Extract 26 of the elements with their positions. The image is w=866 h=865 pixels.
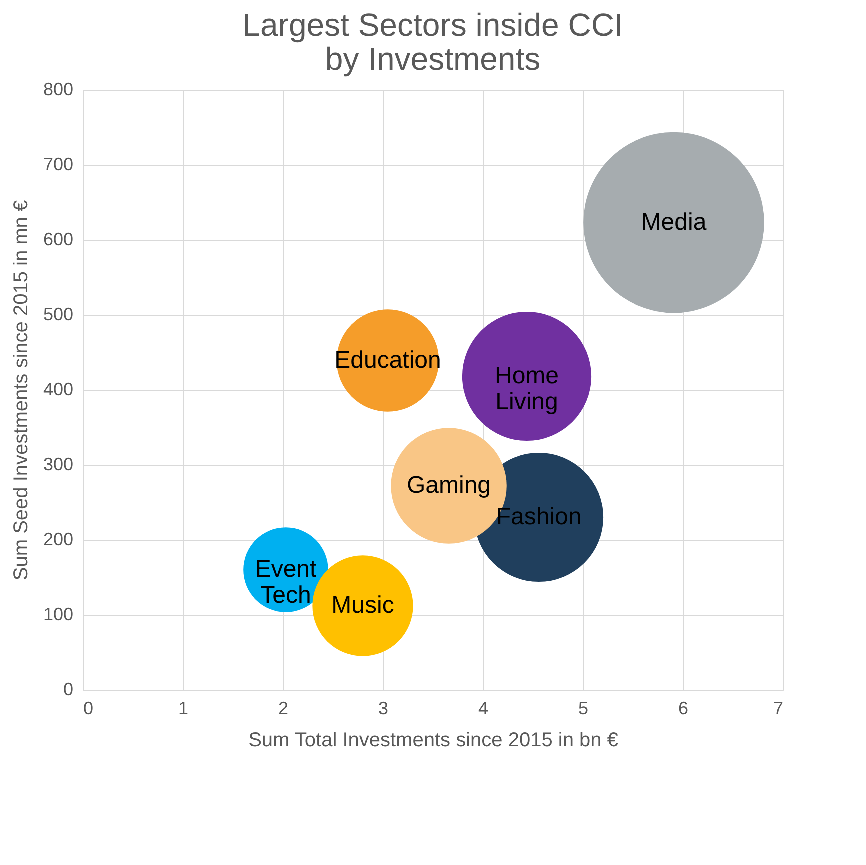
y-tick-label: 0 bbox=[63, 680, 74, 700]
y-tick-label: 100 bbox=[43, 604, 74, 624]
y-tick-label: 200 bbox=[43, 530, 74, 550]
y-tick-label: 700 bbox=[43, 154, 74, 174]
y-tick-label: 500 bbox=[43, 304, 74, 324]
x-axis-title: Sum Total Investments since 2015 in bn € bbox=[248, 730, 618, 752]
series-label: Media bbox=[641, 208, 708, 236]
x-tick-label: 3 bbox=[378, 698, 389, 718]
x-tick-label: 7 bbox=[773, 698, 784, 718]
series-label: Home Living bbox=[494, 362, 560, 416]
y-tick-label: 300 bbox=[43, 454, 74, 474]
series-label: Gaming bbox=[406, 472, 492, 499]
chart-title: Largest Sectors inside CCI by Investments bbox=[242, 7, 624, 77]
series-label: Music bbox=[332, 592, 394, 619]
series-label: Event Tech bbox=[255, 556, 318, 609]
x-tick-label: 6 bbox=[678, 698, 689, 718]
x-tick-label: 0 bbox=[84, 698, 94, 718]
y-tick-label: 800 bbox=[43, 80, 74, 100]
x-tick-label: 2 bbox=[278, 698, 289, 718]
x-tick-label: 5 bbox=[578, 698, 589, 718]
x-tick-label: 1 bbox=[178, 698, 189, 718]
y-tick-label: 600 bbox=[43, 230, 74, 250]
series-label: Fashion bbox=[496, 504, 582, 530]
y-axis-title: Sum Seed Investments since 2015 in mn € bbox=[10, 200, 32, 581]
y-tick-label: 400 bbox=[43, 380, 74, 400]
x-tick-label: 4 bbox=[478, 698, 489, 718]
